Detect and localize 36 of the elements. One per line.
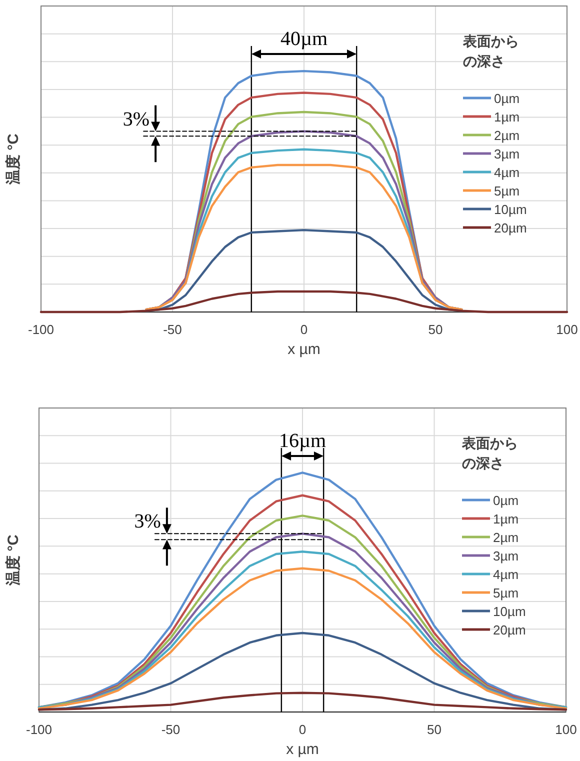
x-axis-title: x µm [286, 741, 319, 758]
legend-label: 0µm [493, 493, 519, 508]
x-tick-label: 0 [300, 322, 308, 337]
text: 40µm [280, 28, 328, 50]
x-axis-title: x µm [288, 341, 320, 358]
text: 16µm [278, 430, 326, 452]
legend-label: 3µm [493, 548, 519, 564]
legend-label: 4µm [494, 165, 520, 180]
y-axis-title: 温度 °C [4, 534, 22, 586]
x-tick-label: 50 [427, 722, 442, 737]
legend-label: 2µm [494, 128, 520, 143]
legend-label: 4µm [493, 567, 519, 582]
x-tick-label: -50 [163, 322, 182, 337]
legend-label: 3µm [494, 146, 520, 162]
annotation: 3% [134, 510, 161, 533]
x-tick-label: -100 [28, 322, 54, 337]
legend-label: 5µm [493, 586, 519, 600]
legend-label: 1µm [493, 512, 519, 526]
annotation: 3% [122, 108, 150, 130]
legend-title: 表面からの深さ [461, 435, 518, 471]
y-axis-title: 温度 °C [4, 133, 22, 186]
legend-label: 20µm [494, 220, 527, 236]
legend-label: 2µm [493, 530, 519, 545]
x-tick-label: 100 [555, 722, 577, 737]
x-tick-label: -100 [26, 722, 52, 737]
legend-label: 10µm [493, 604, 526, 619]
x-tick-label: 100 [556, 322, 578, 337]
legend-label: 10µm [494, 202, 527, 217]
x-tick-label: 50 [428, 322, 443, 337]
x-tick-label: -50 [161, 722, 180, 737]
legend-label: 0µm [494, 91, 520, 106]
x-tick-label: 0 [298, 722, 306, 737]
legend-title: 表面からの深さ [462, 33, 519, 69]
legend-label: 20µm [493, 622, 526, 638]
legend-label: 1µm [494, 110, 520, 124]
legend-label: 5µm [494, 184, 520, 198]
